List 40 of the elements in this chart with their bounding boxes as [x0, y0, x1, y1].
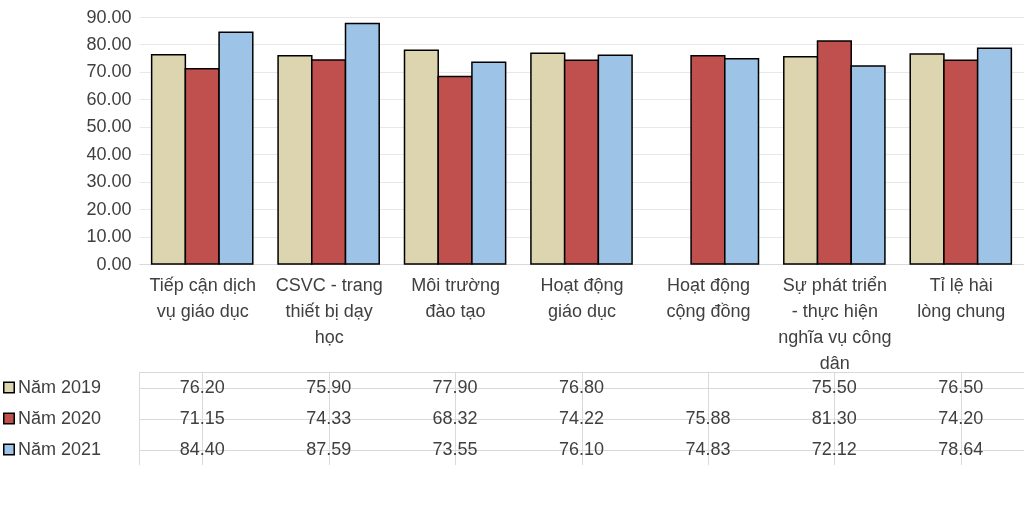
x-tick-label: Tiếp cận dịch vụ giáo dục — [149, 274, 256, 321]
y-tick-label: 10.00 — [86, 226, 132, 247]
x-tick-label: Hoạt động giáo dục — [540, 274, 624, 321]
data-label: 68.32 — [432, 407, 478, 428]
legend-label: Năm 2021 — [18, 438, 102, 459]
data-label: 72.12 — [811, 438, 857, 459]
legend-label: Năm 2020 — [18, 407, 102, 428]
x-tick-label: Môi trường đào tạo — [411, 274, 501, 321]
data-label: 74.22 — [558, 407, 605, 428]
data-label: 73.55 — [432, 438, 478, 459]
x-tick-label: Hoạt động cộng đồng — [666, 274, 751, 321]
y-tick-label: 90.00 — [86, 6, 132, 27]
data-label: 74.83 — [685, 438, 731, 459]
data-label: 77.90 — [432, 376, 478, 397]
x-tick-label: Tỉ lệ hài lòng chung — [917, 274, 1006, 321]
data-label: 75.88 — [685, 407, 731, 428]
y-tick-label: 80.00 — [86, 33, 132, 54]
data-label: 84.40 — [179, 438, 225, 459]
data-label: 76.20 — [179, 376, 225, 397]
data-label: 76.80 — [558, 376, 605, 397]
y-tick-label: 70.00 — [86, 61, 132, 82]
data-label: 71.15 — [179, 407, 225, 428]
y-tick-label: 30.00 — [86, 171, 132, 192]
data-label: 75.50 — [811, 376, 857, 397]
data-label: 74.20 — [938, 407, 984, 428]
x-tick-label: CSVC - trang thiết bị dạy học — [275, 274, 383, 347]
x-tick-label: Sự phát triển - thực hiện nghĩa vụ công dân — [778, 274, 892, 373]
data-label: 87.59 — [306, 438, 352, 459]
data-label: 76.10 — [558, 438, 605, 459]
y-tick-label: 60.00 — [86, 88, 132, 109]
data-label: 75.90 — [306, 376, 352, 397]
legend-label: Năm 2019 — [18, 376, 102, 397]
y-tick-label: 40.00 — [86, 143, 132, 164]
y-tick-label: 50.00 — [86, 116, 132, 137]
y-tick-label: 20.00 — [86, 198, 132, 219]
data-label: 76.50 — [938, 376, 984, 397]
data-label: 78.64 — [938, 438, 984, 459]
data-label: 81.30 — [811, 407, 857, 428]
data-label: 74.33 — [306, 407, 352, 428]
y-tick-label: 0.00 — [96, 253, 132, 274]
